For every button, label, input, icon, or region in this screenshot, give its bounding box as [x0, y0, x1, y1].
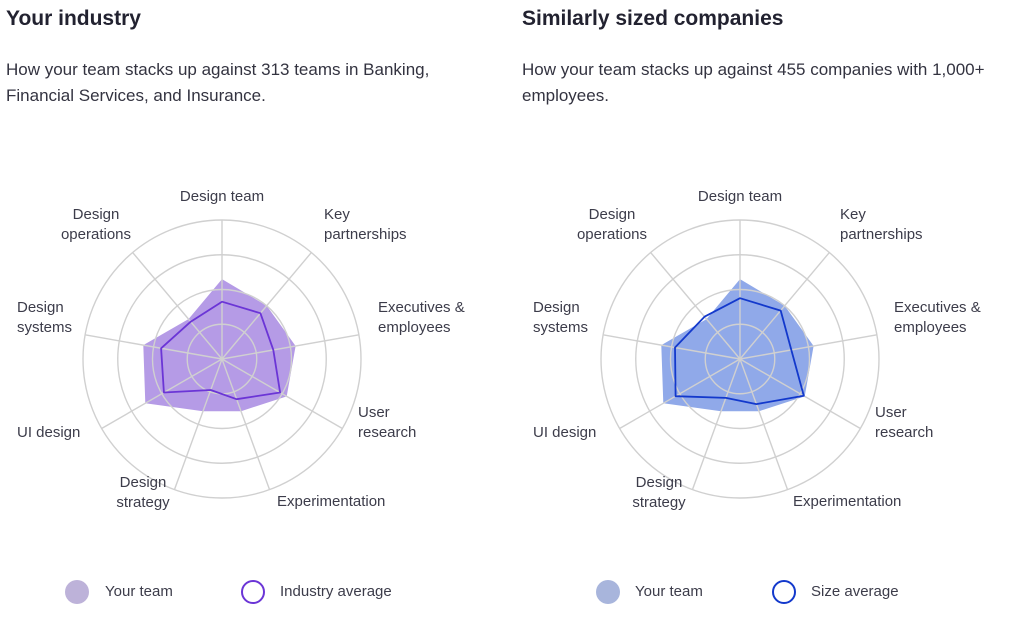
axis-line	[739, 252, 830, 360]
axis-line	[739, 358, 861, 430]
axis-label-ui-design: UI design	[533, 424, 597, 441]
axis-label-key-partnerships: Key partnerships	[840, 206, 923, 243]
size-radar-chart	[600, 219, 880, 499]
axis-line	[84, 334, 223, 360]
panel-title: Your industry	[6, 7, 141, 30]
axis-label-executives: Executives & employees	[894, 299, 981, 336]
axis-label-design-strategy: Design strategy	[632, 474, 686, 511]
axis-label-key-partnerships: Key partnerships	[324, 206, 407, 243]
axis-line	[739, 358, 789, 490]
your-team-swatch	[65, 580, 89, 604]
legend: Your team Industry average	[0, 579, 500, 605]
axis-line	[221, 252, 312, 360]
axis-label-design-team: Design team	[697, 188, 783, 205]
axis-line	[619, 358, 741, 430]
axis-line	[691, 358, 741, 490]
axis-label-design-operations: Design operations	[576, 206, 648, 243]
axis-line	[221, 358, 271, 490]
axis-label-design-strategy: Design strategy	[116, 474, 170, 511]
legend: Your team Size average	[516, 579, 1016, 605]
axis-label-ui-design: UI design	[17, 424, 81, 441]
axis-label-design-operations: Design operations	[60, 206, 132, 243]
axis-line	[221, 334, 360, 360]
industry-panel: Your industry How your team stacks up ag…	[0, 0, 500, 629]
legend-size-average: Size average	[811, 583, 899, 600]
axis-line	[132, 252, 223, 360]
industry-average-swatch	[241, 580, 265, 604]
average-line	[160, 300, 282, 401]
panel-description: How your team stacks up against 313 team…	[6, 60, 430, 105]
axis-label-design-systems: Design systems	[17, 299, 73, 336]
axis-label-executives: Executives & employees	[378, 299, 465, 336]
axis-line	[650, 252, 741, 360]
your-team-swatch	[596, 580, 620, 604]
axis-label-user-research: User research	[358, 404, 417, 441]
your-team-area	[661, 279, 814, 412]
size-panel: Similarly sized companies How your team …	[516, 0, 1016, 629]
axis-line	[173, 358, 223, 490]
axis-label-experimentation: Experimentation	[793, 493, 902, 510]
industry-radar-chart	[82, 219, 362, 499]
panel-description: How your team stacks up against 455 comp…	[522, 60, 985, 105]
axis-line	[221, 358, 343, 430]
legend-industry-average: Industry average	[280, 583, 392, 600]
average-line	[674, 297, 805, 406]
panel-title: Similarly sized companies	[522, 7, 784, 30]
axis-label-design-team: Design team	[179, 188, 265, 205]
legend-your-team: Your team	[105, 583, 173, 600]
axis-line	[101, 358, 223, 430]
axis-label-experimentation: Experimentation	[277, 493, 386, 510]
axis-label-user-research: User research	[875, 404, 934, 441]
size-average-swatch	[772, 580, 796, 604]
legend-your-team: Your team	[635, 583, 703, 600]
axis-label-design-systems: Design systems	[533, 299, 589, 336]
axis-line	[739, 334, 878, 360]
axis-line	[602, 334, 741, 360]
